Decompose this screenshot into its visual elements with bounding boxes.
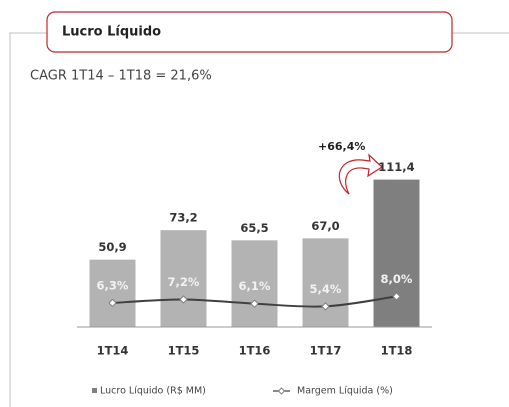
subtitle: CAGR 1T14 – 1T18 = 21,6% [30,69,212,84]
line-value-label: 8,0% [381,272,413,286]
bar [231,240,278,327]
legend-swatch [92,388,97,393]
annotation: +66,4% [318,140,365,153]
line-marker [250,299,259,308]
x-tick-label: 1T15 [168,344,200,358]
x-tick-label: 1T14 [97,344,129,358]
bar-value-label: 65,5 [240,221,268,235]
line-marker [108,298,117,308]
bar-value-label: 73,2 [169,211,197,225]
line-value-label: 6,1% [239,279,271,293]
line-value-label: 5,4% [310,282,342,296]
legend-label: Margem Líquida (%) [297,386,393,397]
legend-label: Lucro Líquido (R$ MM) [100,386,206,397]
x-tick-label: 1T17 [310,344,342,358]
bar [373,179,420,327]
bar-value-label: 67,0 [311,219,339,233]
x-tick-label: 1T18 [381,344,413,358]
line-value-label: 7,2% [168,275,200,289]
line-marker [392,292,401,301]
header-title: Lucro Líquido [62,25,161,40]
line-value-label: 6,3% [97,278,129,292]
line-marker [179,295,188,304]
line-marker [321,302,330,311]
bar-value-label: 50,9 [98,240,126,254]
x-tick-label: 1T16 [239,344,271,358]
bar-value-label: 111,4 [378,160,414,174]
legend-marker [277,387,286,395]
bar [160,230,207,327]
header-box [46,11,453,53]
bar [89,259,136,327]
bar [302,238,349,327]
growth-arrow [338,153,383,195]
